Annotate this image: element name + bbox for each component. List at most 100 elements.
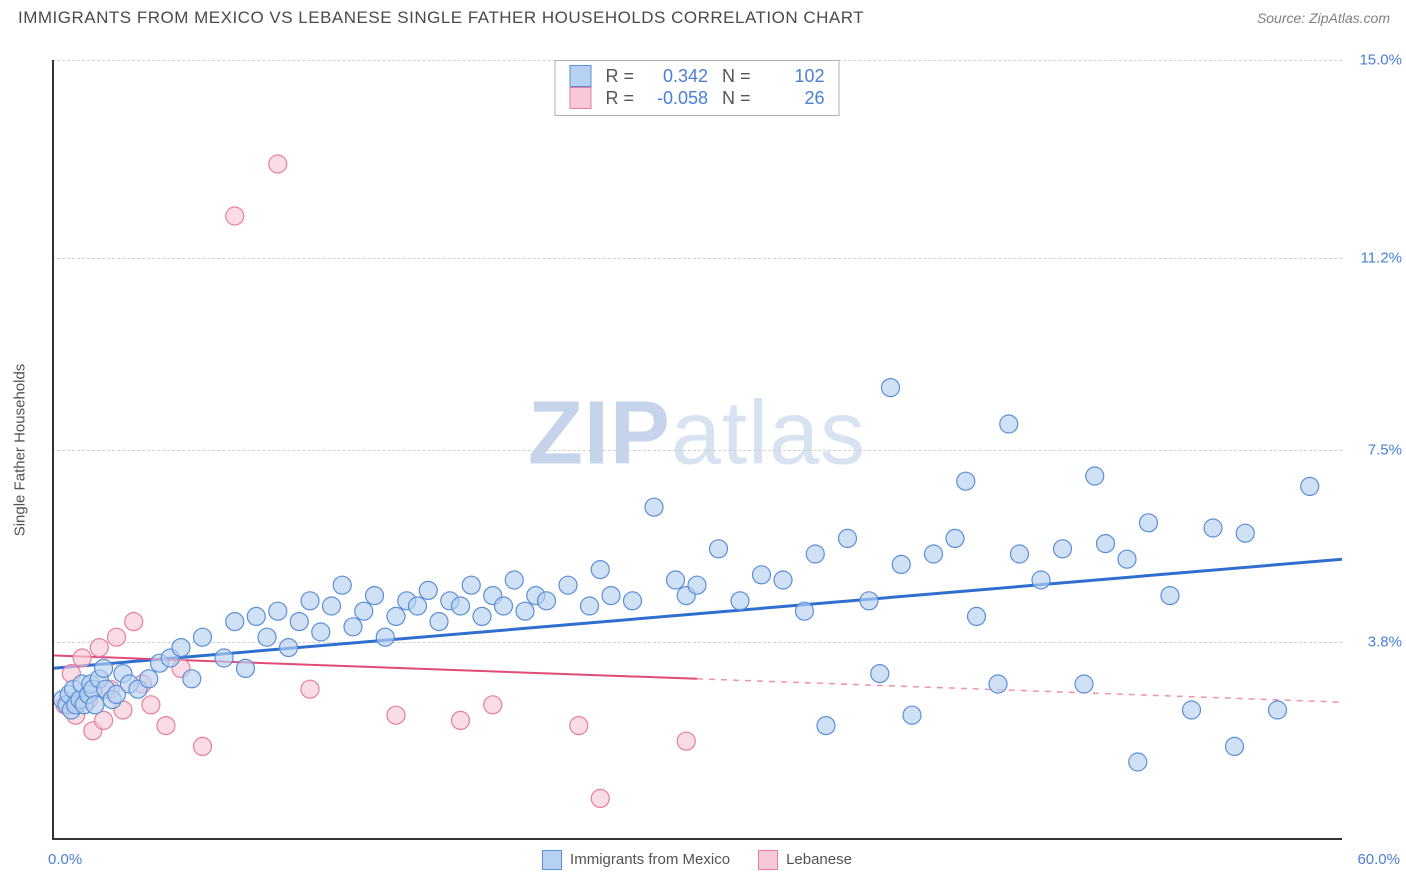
data-point <box>505 571 523 589</box>
stats-N-value-mexico: 102 <box>765 66 825 87</box>
data-point <box>355 602 373 620</box>
data-point <box>323 597 341 615</box>
x-tick-min: 0.0% <box>48 851 82 868</box>
trend-line <box>52 559 1342 668</box>
swatch-icon <box>569 65 591 87</box>
data-point <box>624 592 642 610</box>
swatch-icon <box>569 87 591 109</box>
data-point <box>495 597 513 615</box>
stats-N-value-lebanese: 26 <box>765 88 825 109</box>
y-tick-label: 11.2% <box>1361 249 1402 266</box>
data-point <box>215 649 233 667</box>
data-point <box>903 706 921 724</box>
data-point <box>1054 540 1072 558</box>
data-point <box>73 649 91 667</box>
data-point <box>570 717 588 735</box>
x-legend-label-lebanese: Lebanese <box>786 851 852 868</box>
data-point <box>226 207 244 225</box>
data-point <box>559 576 577 594</box>
data-point <box>86 696 104 714</box>
data-point <box>753 566 771 584</box>
data-point <box>194 737 212 755</box>
data-point <box>376 628 394 646</box>
data-point <box>1118 550 1136 568</box>
data-point <box>1236 524 1254 542</box>
data-point <box>688 576 706 594</box>
data-point <box>312 623 330 641</box>
data-point <box>871 665 889 683</box>
data-point <box>409 597 427 615</box>
data-point <box>269 155 287 173</box>
data-point <box>1301 477 1319 495</box>
data-point <box>452 597 470 615</box>
data-point <box>1140 514 1158 532</box>
data-point <box>667 571 685 589</box>
data-point <box>172 639 190 657</box>
trend-line-dashed <box>697 679 1342 702</box>
data-point <box>90 639 108 657</box>
data-point <box>142 696 160 714</box>
data-point <box>925 545 943 563</box>
y-axis <box>52 60 54 840</box>
x-axis <box>52 838 1342 840</box>
plot-svg <box>52 60 1342 840</box>
data-point <box>817 717 835 735</box>
data-point <box>1000 415 1018 433</box>
data-point <box>333 576 351 594</box>
data-point <box>473 607 491 625</box>
x-legend-label-mexico: Immigrants from Mexico <box>570 851 730 868</box>
data-point <box>1075 675 1093 693</box>
stats-R-value-mexico: 0.342 <box>648 66 708 87</box>
chart-area: Single Father Households ZIPatlas 3.8%7.… <box>52 60 1342 840</box>
data-point <box>581 597 599 615</box>
data-point <box>157 717 175 735</box>
data-point <box>774 571 792 589</box>
data-point <box>1204 519 1222 537</box>
data-point <box>366 587 384 605</box>
data-point <box>140 670 158 688</box>
data-point <box>1011 545 1029 563</box>
source-label: Source: ZipAtlas.com <box>1257 10 1390 26</box>
data-point <box>731 592 749 610</box>
data-point <box>968 607 986 625</box>
data-point <box>516 602 534 620</box>
data-point <box>677 732 695 750</box>
x-legend-item-mexico: Immigrants from Mexico <box>542 850 730 870</box>
data-point <box>1097 535 1115 553</box>
data-point <box>462 576 480 594</box>
stats-R-label: R = <box>605 88 634 109</box>
data-point <box>892 555 910 573</box>
data-point <box>538 592 556 610</box>
y-tick-label: 15.0% <box>1359 52 1402 69</box>
data-point <box>1269 701 1287 719</box>
data-point <box>237 659 255 677</box>
x-legend-item-lebanese: Lebanese <box>758 850 852 870</box>
series-mexico-points <box>54 379 1319 771</box>
y-tick-label: 3.8% <box>1368 634 1402 651</box>
data-point <box>280 639 298 657</box>
data-point <box>258 628 276 646</box>
data-point <box>1183 701 1201 719</box>
data-point <box>387 706 405 724</box>
swatch-icon <box>542 850 562 870</box>
data-point <box>430 613 448 631</box>
data-point <box>1129 753 1147 771</box>
data-point <box>387 607 405 625</box>
data-point <box>194 628 212 646</box>
stats-R-label: R = <box>605 66 634 87</box>
data-point <box>591 789 609 807</box>
data-point <box>95 659 113 677</box>
data-point <box>591 561 609 579</box>
series-lebanese-points <box>56 155 695 807</box>
data-point <box>1032 571 1050 589</box>
data-point <box>957 472 975 490</box>
stats-row-lebanese: R = -0.058 N = 26 <box>569 87 824 109</box>
y-axis-label: Single Father Households <box>12 364 29 537</box>
header: IMMIGRANTS FROM MEXICO VS LEBANESE SINGL… <box>0 0 1406 28</box>
stats-R-value-lebanese: -0.058 <box>648 88 708 109</box>
data-point <box>860 592 878 610</box>
data-point <box>301 680 319 698</box>
data-point <box>796 602 814 620</box>
x-legend: Immigrants from Mexico Lebanese <box>542 850 852 870</box>
swatch-icon <box>758 850 778 870</box>
